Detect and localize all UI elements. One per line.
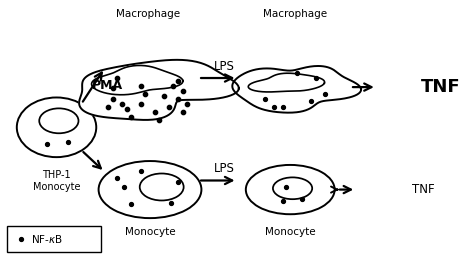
Text: Macrophage: Macrophage [263, 9, 327, 19]
Text: TNF: TNF [421, 78, 461, 96]
Polygon shape [79, 60, 239, 120]
Polygon shape [232, 66, 361, 113]
Circle shape [99, 161, 201, 218]
FancyBboxPatch shape [8, 226, 101, 252]
Text: THP-1
Monocyte: THP-1 Monocyte [33, 170, 80, 192]
Text: TNF: TNF [412, 183, 434, 196]
Polygon shape [91, 65, 183, 95]
Ellipse shape [39, 108, 79, 133]
Ellipse shape [140, 174, 183, 201]
Ellipse shape [17, 98, 96, 157]
Ellipse shape [273, 177, 312, 199]
Text: LPS: LPS [214, 60, 235, 73]
Text: NF-$\kappa$B: NF-$\kappa$B [31, 233, 63, 245]
Text: Monocyte: Monocyte [265, 227, 316, 237]
Text: Macrophage: Macrophage [116, 9, 180, 19]
Text: LPS: LPS [214, 162, 235, 175]
Circle shape [246, 165, 335, 214]
Text: Monocyte: Monocyte [125, 227, 175, 237]
Text: PMA: PMA [91, 79, 123, 92]
Polygon shape [248, 73, 325, 92]
